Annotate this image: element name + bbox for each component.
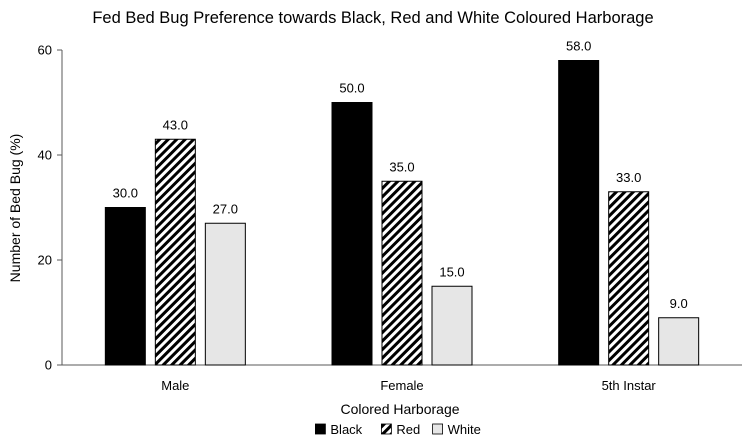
bar-black [558,60,600,366]
legend-label-white: White [448,422,481,437]
y-tick-label: 20 [38,253,52,268]
data-label: 15.0 [439,264,464,279]
data-label: 9.0 [670,296,688,311]
data-label: 50.0 [339,81,364,96]
x-tick-label: 5th Instar [602,378,657,393]
data-label: 58.0 [566,39,591,54]
plot-area: 0 20 40 60 30.0 43.0 27.0 Male 50.0 35.0 15.0 Femal… [38,39,742,393]
bar-white [204,222,246,366]
y-tick-label: 0 [45,358,52,373]
chart-title: Fed Bed Bug Preference towards Black, Re… [92,9,653,27]
data-label: 30.0 [113,186,138,201]
bar-red [154,138,196,366]
x-tick-label: Female [380,378,423,393]
bar-black [331,102,373,366]
bar-black [104,207,146,366]
data-label: 35.0 [389,159,414,174]
x-tick-label: Male [161,378,189,393]
y-tick-label: 60 [38,43,52,58]
bar-red [608,191,650,366]
bar-white [658,317,700,366]
legend-swatch-white [432,423,444,435]
y-tick-label: 40 [38,148,52,163]
bar-red [381,180,423,366]
legend-swatch-black [314,423,326,435]
y-axis-title: Number of Bed Bug (%) [7,134,23,283]
data-label: 43.0 [163,117,188,132]
x-axis-title: Colored Harborage [340,401,459,417]
data-label: 33.0 [616,170,641,185]
legend-label-black: Black [330,422,362,437]
legend-swatch-red [380,423,392,435]
legend: Black Red White [314,422,481,437]
bar-white [431,285,473,366]
legend-label-red: Red [396,422,420,437]
data-label: 27.0 [213,201,238,216]
